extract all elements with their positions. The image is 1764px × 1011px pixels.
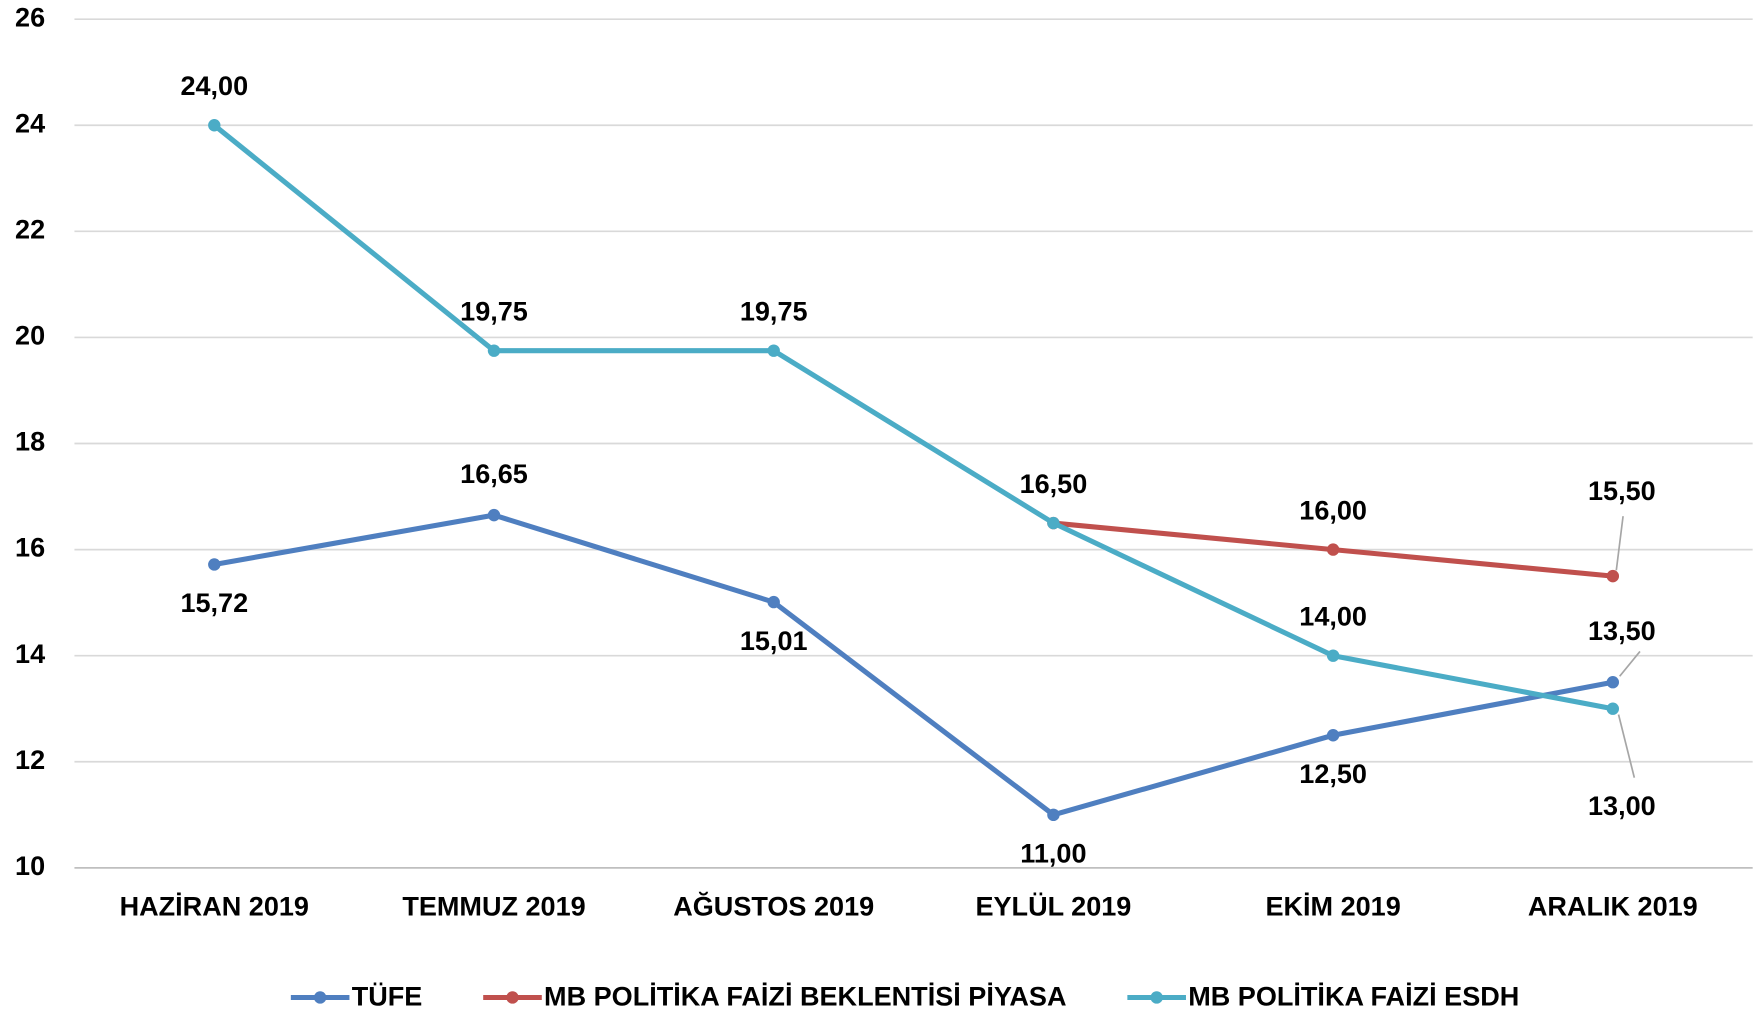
y-tick-label: 22 <box>15 214 45 244</box>
data-point <box>1047 516 1060 530</box>
data-label: 24,00 <box>180 71 248 101</box>
series-line <box>213 512 1614 818</box>
data-point <box>767 595 780 609</box>
y-tick-label: 10 <box>15 851 45 881</box>
data-label: 13,50 <box>1588 616 1656 646</box>
x-tick-label: EKİM 2019 <box>1265 892 1400 922</box>
data-point <box>487 344 501 357</box>
leader-line <box>1615 516 1624 571</box>
y-tick-label: 26 <box>15 2 45 32</box>
y-tick-label: 12 <box>15 745 45 775</box>
x-tick-label: TEMMUZ 2019 <box>402 892 585 922</box>
data-point <box>1606 702 1620 715</box>
y-tick-label: 16 <box>15 533 45 563</box>
x-tick-label: HAZİRAN 2019 <box>120 892 309 922</box>
data-label: 16,65 <box>460 459 528 489</box>
data-label: 14,00 <box>1299 602 1367 632</box>
legend-marker <box>313 991 327 1004</box>
data-point <box>1326 729 1340 742</box>
x-tick-label: EYLÜL 2019 <box>975 892 1131 922</box>
y-tick-label: 20 <box>15 321 45 351</box>
series-line <box>212 123 1614 712</box>
data-point <box>487 508 501 522</box>
legend-label: TÜFE <box>352 982 423 1011</box>
data-label: 19,75 <box>460 297 528 327</box>
data-point <box>1326 543 1340 556</box>
data-label: 16,00 <box>1299 496 1367 526</box>
data-point <box>208 558 221 571</box>
data-label: 15,72 <box>180 588 248 618</box>
data-point <box>208 119 221 132</box>
legend-label: MB POLİTİKA FAİZİ BEKLENTİSİ PİYASA <box>544 982 1066 1011</box>
legend-label: MB POLİTİKA FAİZİ ESDH <box>1188 982 1519 1011</box>
x-tick-label: ARALIK 2019 <box>1528 892 1698 922</box>
data-label: 19,75 <box>740 297 808 327</box>
x-tick-label: AĞUSTOS 2019 <box>673 891 874 922</box>
data-point <box>767 344 780 357</box>
data-label: 15,50 <box>1588 476 1656 506</box>
y-tick-label: 14 <box>15 639 45 669</box>
legend-marker <box>1150 991 1163 1004</box>
y-tick-label: 18 <box>15 427 45 457</box>
data-label: 16,50 <box>1020 469 1088 499</box>
data-label: 13,00 <box>1588 791 1656 821</box>
data-point <box>1047 808 1060 822</box>
data-point <box>1606 569 1620 583</box>
y-tick-label: 24 <box>15 108 45 138</box>
legend-marker <box>506 991 519 1004</box>
data-point <box>1326 649 1340 662</box>
leader-line <box>1619 650 1641 677</box>
data-label: 12,50 <box>1299 759 1367 789</box>
data-label: 15,01 <box>740 626 808 656</box>
leader-line <box>1617 714 1636 778</box>
data-point <box>1606 676 1620 689</box>
data-label: 11,00 <box>1020 839 1086 869</box>
